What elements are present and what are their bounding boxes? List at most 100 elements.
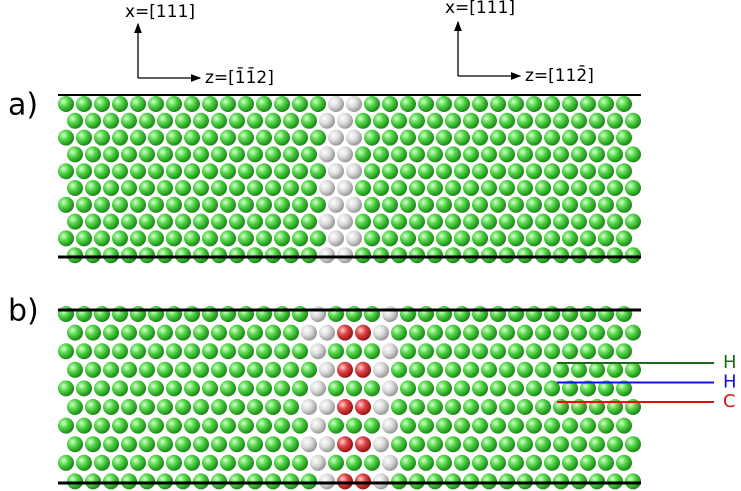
- atom: [580, 417, 596, 434]
- atom: [481, 112, 497, 129]
- atom: [283, 399, 299, 415]
- atom: [157, 180, 173, 196]
- atom: [247, 324, 263, 341]
- atom: [337, 324, 353, 341]
- atom: [571, 324, 587, 341]
- atom: [112, 163, 128, 180]
- atom: [229, 473, 245, 490]
- atom: [139, 112, 155, 129]
- atom: [346, 454, 362, 471]
- atom: [166, 454, 182, 471]
- atom: [301, 436, 317, 453]
- atom: [166, 306, 182, 322]
- atom: [454, 163, 470, 180]
- atom: [553, 180, 569, 196]
- atom: [256, 454, 272, 471]
- atom: [220, 343, 236, 360]
- atom: [571, 247, 587, 264]
- atom: [274, 306, 290, 322]
- atom: [193, 112, 209, 129]
- atom: [436, 96, 452, 112]
- atom: [400, 380, 416, 397]
- atom: [616, 196, 632, 213]
- atom: [436, 380, 452, 397]
- atom: [463, 180, 479, 196]
- atom: [463, 399, 479, 415]
- atom: [499, 146, 515, 163]
- atom: [301, 112, 317, 129]
- atom: [58, 96, 74, 112]
- atom: [526, 163, 542, 180]
- atom: [364, 230, 380, 247]
- atom: [193, 146, 209, 163]
- atom: [292, 343, 308, 360]
- atom: [139, 399, 155, 415]
- atom: [211, 361, 227, 378]
- atom: [283, 180, 299, 196]
- atom: [526, 196, 542, 213]
- atom: [418, 417, 434, 434]
- atom: [589, 112, 605, 129]
- atom: [463, 112, 479, 129]
- atom: [184, 454, 200, 471]
- atom: [265, 112, 281, 129]
- atom: [382, 163, 398, 180]
- atom: [589, 436, 605, 453]
- atom: [463, 146, 479, 163]
- atom: [454, 380, 470, 397]
- atom: [103, 399, 119, 415]
- atom: [454, 230, 470, 247]
- atom: [265, 399, 281, 415]
- atom: [490, 230, 506, 247]
- atom: [445, 399, 461, 415]
- atom: [202, 129, 218, 146]
- atom: [490, 454, 506, 471]
- atom: [148, 343, 164, 360]
- atom: [427, 473, 443, 490]
- atom: [157, 436, 173, 453]
- atom: [490, 196, 506, 213]
- atom: [508, 129, 524, 146]
- atom: [391, 361, 407, 378]
- atom: [382, 230, 398, 247]
- atom: [544, 196, 560, 213]
- atom: [355, 324, 371, 341]
- atom: [490, 417, 506, 434]
- atom: [157, 247, 173, 264]
- atom: [247, 399, 263, 415]
- atom: [229, 361, 245, 378]
- atom: [301, 399, 317, 415]
- atom: [571, 361, 587, 378]
- atom: [274, 230, 290, 247]
- atom: [625, 324, 641, 341]
- atom: [364, 380, 380, 397]
- atom: [256, 343, 272, 360]
- atom: [373, 247, 389, 264]
- atom: [202, 417, 218, 434]
- atom: [364, 306, 380, 322]
- atom: [67, 146, 83, 163]
- atom: [256, 417, 272, 434]
- atom: [193, 213, 209, 230]
- atom: [598, 163, 614, 180]
- atom: [346, 343, 362, 360]
- atom: [166, 96, 182, 112]
- atom: [85, 436, 101, 453]
- atom: [67, 112, 83, 129]
- atom: [67, 361, 83, 378]
- atom: [526, 343, 542, 360]
- atom: [247, 473, 263, 490]
- atom: [319, 112, 335, 129]
- atom: [562, 163, 578, 180]
- atom: [499, 112, 515, 129]
- atom: [508, 343, 524, 360]
- atom: [553, 436, 569, 453]
- atom: [409, 213, 425, 230]
- atom: [157, 361, 173, 378]
- atom: [517, 112, 533, 129]
- atom: [274, 417, 290, 434]
- atom: [391, 436, 407, 453]
- atom: [481, 361, 497, 378]
- atom: [265, 180, 281, 196]
- atom: [436, 230, 452, 247]
